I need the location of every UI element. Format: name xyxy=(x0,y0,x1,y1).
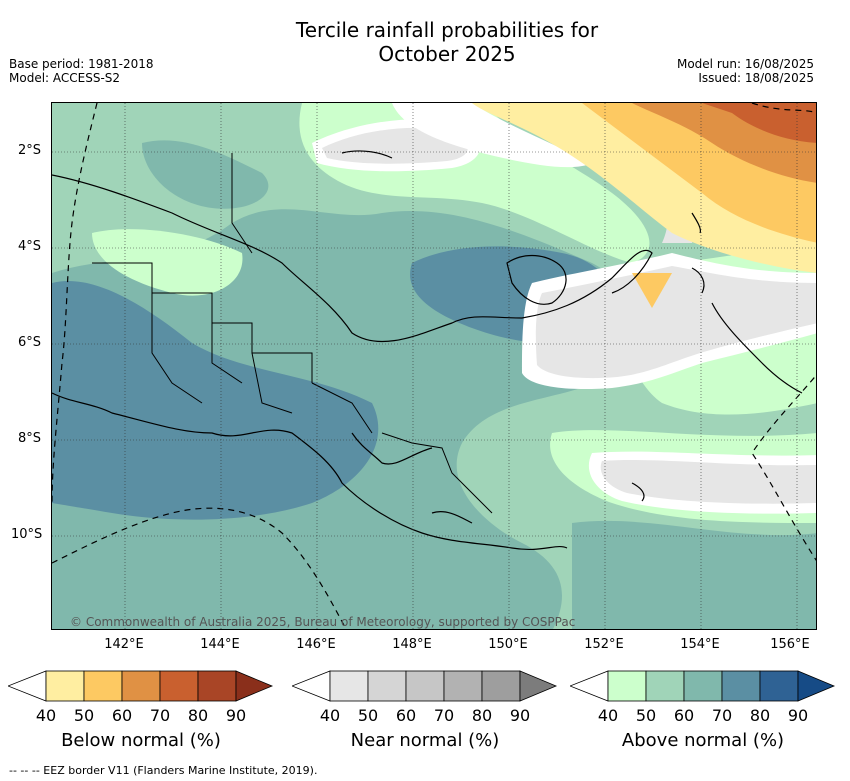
swatch-above-0 xyxy=(570,670,609,702)
swatch-below-3 xyxy=(121,670,161,702)
tick-below-90: 90 xyxy=(225,706,247,725)
zone-80-west xyxy=(52,281,379,520)
lat-label-10s: 10°S xyxy=(11,527,43,542)
lon-label-144e: 144°E xyxy=(200,637,240,652)
swatch-below-2 xyxy=(83,670,123,702)
lon-label-152e: 152°E xyxy=(584,637,624,652)
zone-70-south-east xyxy=(572,520,816,629)
zone-50-west xyxy=(92,229,243,296)
swatch-below-4 xyxy=(159,670,199,702)
tick-near-70: 70 xyxy=(433,706,455,725)
lon-label-156e: 156°E xyxy=(770,637,810,652)
zone-70-north xyxy=(142,140,269,209)
map-canvas xyxy=(52,103,816,629)
tick-below-60: 60 xyxy=(111,706,133,725)
lat-label-2s: 2°S xyxy=(18,143,42,158)
swatch-below-5 xyxy=(197,670,237,702)
lon-label-150e: 150°E xyxy=(488,637,528,652)
title-line-1: Tercile rainfall probabilities for xyxy=(295,18,599,42)
swatch-above-1 xyxy=(607,670,647,702)
swatch-near-3 xyxy=(405,670,445,702)
tick-near-80: 80 xyxy=(471,706,493,725)
lon-label-148e: 148°E xyxy=(392,637,432,652)
colorbar-above-title: Above normal (%) xyxy=(621,730,785,751)
swatch-below-6 xyxy=(235,670,274,702)
swatch-above-2 xyxy=(645,670,685,702)
swatch-above-5 xyxy=(759,670,799,702)
base-period: Base period: 1981-2018 xyxy=(9,57,154,71)
tick-near-40: 40 xyxy=(319,706,341,725)
swatch-near-6 xyxy=(519,670,558,702)
tick-above-80: 80 xyxy=(749,706,771,725)
run-info: Model run: 16/08/2025 Issued: 18/08/2025 xyxy=(677,57,814,85)
eez-footnote: -- -- -- EEZ border V11 (Flanders Marine… xyxy=(9,764,318,777)
tick-above-50: 50 xyxy=(635,706,657,725)
title-line-2: October 2025 xyxy=(378,42,516,66)
lon-label-146e: 146°E xyxy=(296,637,336,652)
swatch-below-1 xyxy=(45,670,85,702)
tick-below-40: 40 xyxy=(35,706,57,725)
issued-date: Issued: 18/08/2025 xyxy=(698,71,814,85)
swatch-near-2 xyxy=(367,670,407,702)
tick-below-80: 80 xyxy=(187,706,209,725)
white-north xyxy=(392,103,592,168)
colorbar-below-swatches xyxy=(8,670,274,702)
swatch-above-3 xyxy=(683,670,723,702)
colorbar-near-normal: 40 50 60 70 80 90 Near normal (%) xyxy=(292,670,558,751)
lon-label-142e: 142°E xyxy=(104,637,144,652)
tick-above-90: 90 xyxy=(787,706,809,725)
lat-label-8s: 8°S xyxy=(18,431,42,446)
tick-near-50: 50 xyxy=(357,706,379,725)
swatch-near-4 xyxy=(443,670,483,702)
zone-below-80 xyxy=(702,103,816,143)
colorbar-above-normal: 40 50 60 70 80 90 Above normal (%) xyxy=(570,670,836,751)
model-run: Model run: 16/08/2025 xyxy=(676,57,814,71)
tick-above-70: 70 xyxy=(711,706,733,725)
swatch-below-0 xyxy=(8,670,47,702)
lat-label-4s: 4°S xyxy=(18,239,42,254)
model-info: Base period: 1981-2018 Model: ACCESS-S2 xyxy=(9,57,154,85)
map-title: Tercile rainfall probabilities for Octob… xyxy=(0,18,850,66)
colorbar-below-title: Below normal (%) xyxy=(61,730,221,751)
lon-label-154e: 154°E xyxy=(680,637,720,652)
colorbar-above-swatches xyxy=(570,670,836,702)
colorbar-below-normal: 40 50 60 70 80 90 Below normal (%) xyxy=(8,670,274,751)
tick-above-40: 40 xyxy=(597,706,619,725)
tick-above-60: 60 xyxy=(673,706,695,725)
tick-near-60: 60 xyxy=(395,706,417,725)
tick-below-50: 50 xyxy=(73,706,95,725)
eez-borders xyxy=(52,103,816,629)
swatch-near-0 xyxy=(292,670,331,702)
rainfall-map: © Commonwealth of Australia 2025, Bureau… xyxy=(51,102,817,630)
near-normal-east xyxy=(535,266,816,379)
swatch-near-1 xyxy=(329,670,369,702)
swatch-above-4 xyxy=(721,670,761,702)
tick-below-70: 70 xyxy=(149,706,171,725)
near-normal-north xyxy=(322,127,468,164)
colorbar-near-title: Near normal (%) xyxy=(350,730,500,751)
copyright-notice: © Commonwealth of Australia 2025, Bureau… xyxy=(70,615,576,629)
swatch-above-6 xyxy=(797,670,836,702)
tick-near-90: 90 xyxy=(509,706,531,725)
near-normal-south-east xyxy=(600,460,816,504)
graticule xyxy=(52,103,816,629)
province-borders xyxy=(92,153,493,514)
zone-below-60-spot xyxy=(632,273,672,308)
swatch-near-5 xyxy=(481,670,521,702)
colorbar-near-swatches xyxy=(292,670,558,702)
coastlines xyxy=(52,150,803,551)
lat-label-6s: 6°S xyxy=(18,335,42,350)
model-name: Model: ACCESS-S2 xyxy=(9,71,121,85)
